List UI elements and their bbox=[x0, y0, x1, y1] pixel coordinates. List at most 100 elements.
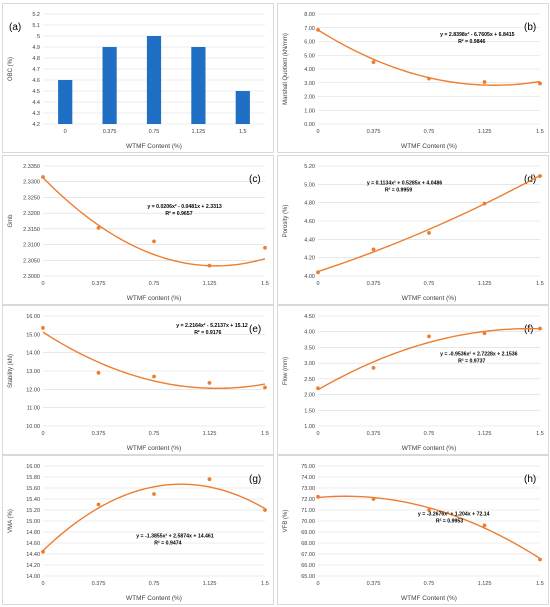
y-tick-label: 2.3000 bbox=[23, 274, 40, 280]
y-axis-title: Marshall Quotient (kN/mm) bbox=[283, 33, 289, 105]
y-tick-label: 2.3250 bbox=[23, 195, 40, 201]
y-tick-label: 4.6 bbox=[32, 78, 40, 84]
y-tick-label: 5.20 bbox=[304, 164, 315, 170]
x-tick-label: 0.375 bbox=[367, 129, 381, 135]
y-tick-label: 70.00 bbox=[301, 519, 315, 525]
x-tick-label: 0.75 bbox=[424, 281, 435, 287]
data-point bbox=[207, 477, 212, 482]
x-tick-label: 1.125 bbox=[203, 431, 217, 437]
data-point bbox=[152, 492, 156, 496]
y-tick-label: 2.3300 bbox=[23, 180, 40, 186]
data-point bbox=[371, 365, 376, 370]
data-point bbox=[371, 497, 376, 501]
y-tick-label: 1.00 bbox=[304, 108, 315, 114]
y-tick-label: 65.00 bbox=[301, 574, 315, 580]
y-tick-label: 66.00 bbox=[301, 563, 315, 569]
y-axis-title: Stability (kN) bbox=[8, 354, 14, 388]
data-point bbox=[482, 201, 487, 206]
x-tick-label: 0 bbox=[316, 281, 319, 287]
y-tick-label: 13.00 bbox=[26, 369, 40, 375]
chart-panel-a: 4.2 4.3 4.4 4.5 4.6 4.7 4.8 4.9 5 5.1 5.2 WTMF Cont… bbox=[2, 3, 274, 153]
y-tick-label: 4.60 bbox=[304, 219, 315, 225]
y-tick-label: 5.2 bbox=[32, 12, 40, 18]
data-point bbox=[152, 374, 156, 379]
x-axis-title: WTMF content (%) bbox=[402, 295, 457, 302]
x-tick-label: 1.5 bbox=[261, 581, 269, 587]
y-tick-label: 75.00 bbox=[301, 464, 315, 470]
x-tick-label: 0 bbox=[41, 431, 44, 437]
data-point bbox=[538, 557, 542, 562]
y-tick-label: 4.3 bbox=[32, 111, 40, 117]
y-tick-label: 15.20 bbox=[26, 508, 40, 514]
x-tick-label: 1.5 bbox=[261, 431, 269, 437]
chart-panel-c: 2.3000 2.3050 2.3100 2.3150 2.3200 2.3250 2.33… bbox=[2, 155, 274, 305]
y-tick-label: 3.00 bbox=[304, 361, 315, 367]
data-point bbox=[152, 239, 156, 244]
data-point bbox=[427, 76, 431, 81]
trend-equation: y = -0.9536x² + 2.7228x + 2.1536 bbox=[440, 352, 518, 358]
x-axis-title: WTMF content (%) bbox=[402, 445, 457, 452]
y-tick-label: 15.00 bbox=[26, 332, 40, 338]
x-tick-label: 1.125 bbox=[478, 129, 492, 135]
y-tick-label: 7.00 bbox=[304, 26, 315, 32]
data-point bbox=[316, 386, 320, 391]
y-tick-label: 67.00 bbox=[301, 552, 315, 558]
data-point bbox=[371, 60, 376, 65]
y-tick-label: 10.00 bbox=[26, 424, 40, 430]
y-tick-label: 0.00 bbox=[304, 122, 315, 128]
x-tick-label: 0.75 bbox=[149, 431, 160, 437]
trendline bbox=[317, 327, 541, 391]
trend-equation: y = 2.2164x² - 5.2137x + 15.12 bbox=[176, 323, 248, 329]
x-tick-label: 1.125 bbox=[203, 281, 217, 287]
x-tick-label: 0 bbox=[316, 581, 319, 587]
chart-panel-e: 10.00 11.00 12.00 13.00 14.00 15.00 16.00 WTMF … bbox=[2, 305, 274, 455]
y-tick-label: 16.00 bbox=[26, 314, 40, 320]
x-tick-label: 0 bbox=[316, 431, 319, 437]
y-tick-label: 4.50 bbox=[304, 314, 315, 320]
y-tick-label: 14.20 bbox=[26, 563, 40, 569]
chart-panel-d: 4.00 4.20 4.40 4.60 4.80 5.00 5.20 WTMF content… bbox=[277, 155, 549, 305]
x-tick-label: 1.5 bbox=[536, 281, 544, 287]
y-tick-label: 4.00 bbox=[304, 274, 315, 280]
data-point bbox=[41, 326, 45, 330]
y-tick-label: 73.00 bbox=[301, 486, 315, 492]
y-tick-label: 4.2 bbox=[32, 122, 40, 128]
data-point bbox=[96, 502, 101, 507]
y-tick-label: 6.00 bbox=[304, 40, 315, 46]
data-point bbox=[482, 523, 487, 528]
chart-panel-h: 65.00 66.00 67.00 68.00 69.00 70.00 71.00 72.00… bbox=[277, 455, 549, 605]
x-tick-label: 0.375 bbox=[92, 581, 106, 587]
x-tick-label: 0.375 bbox=[92, 431, 106, 437]
y-axis-title: Gmb bbox=[8, 214, 14, 228]
x-tick-label: 1.5 bbox=[536, 431, 544, 437]
x-tick-label: 0 bbox=[41, 281, 44, 287]
y-tick-label: 11.00 bbox=[27, 406, 40, 412]
y-tick-label: 1.00 bbox=[304, 424, 315, 430]
trendline bbox=[317, 174, 541, 273]
y-tick-label: 4.4 bbox=[32, 100, 40, 106]
chart-svg: 4.00 4.20 4.40 4.60 4.80 5.00 5.20 WTMF content… bbox=[283, 164, 544, 302]
x-tick-label: 1.5 bbox=[536, 581, 544, 587]
x-axis-title: WTMF Content (%) bbox=[126, 143, 182, 150]
data-point bbox=[96, 370, 101, 375]
data-point bbox=[538, 81, 542, 86]
y-tick-label: 72.00 bbox=[301, 497, 315, 503]
y-tick-label: 15.40 bbox=[26, 497, 40, 503]
x-axis-title: WTMF content (%) bbox=[127, 445, 182, 452]
y-tick-label: 14.60 bbox=[26, 541, 40, 547]
r-squared: R² = 0.9737 bbox=[458, 359, 485, 365]
trendline bbox=[317, 495, 541, 560]
x-tick-label: 0.375 bbox=[367, 581, 381, 587]
data-point bbox=[263, 508, 267, 512]
panel-label: (b) bbox=[524, 22, 536, 33]
x-tick-label: 1.5 bbox=[536, 129, 544, 135]
panel-label: (f) bbox=[524, 324, 533, 335]
x-tick-label: 0.375 bbox=[367, 431, 381, 437]
x-tick-label: 1.125 bbox=[478, 281, 492, 287]
y-tick-label: 15.80 bbox=[26, 475, 40, 481]
data-point bbox=[263, 245, 267, 250]
y-tick-label: 2.50 bbox=[304, 377, 315, 383]
y-tick-label: 14.80 bbox=[26, 530, 40, 536]
y-tick-label: 2.3200 bbox=[23, 211, 40, 217]
data-point bbox=[316, 27, 320, 32]
